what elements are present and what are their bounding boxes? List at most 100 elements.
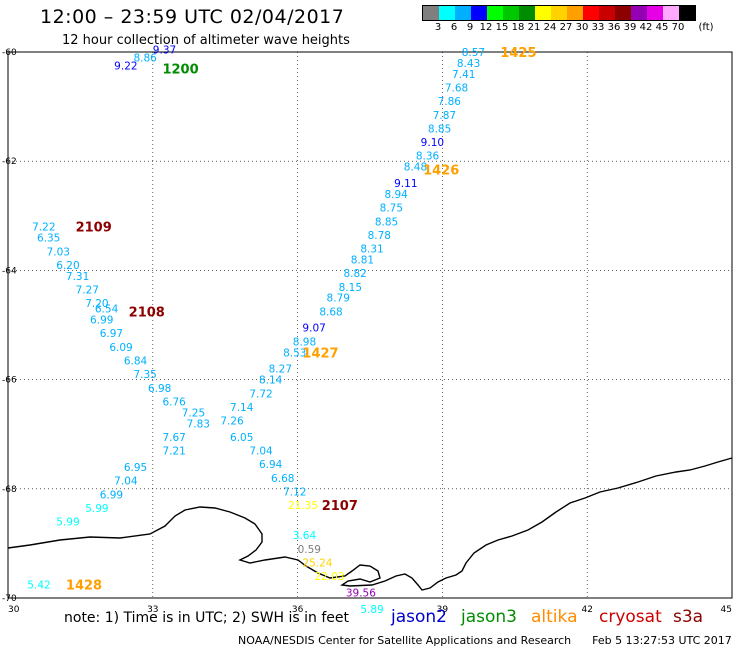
wave-height-value: 6.97: [100, 328, 123, 340]
wave-height-value: 7.26: [220, 416, 244, 428]
wave-height-value: 6.54: [95, 304, 119, 316]
credit-timestamp: Feb 5 13:27:53 UTC 2017: [592, 634, 732, 647]
color-swatch: [423, 6, 439, 20]
notes-bar: note: 1) Time is in UTC; 2) SWH is in fe…: [64, 607, 703, 627]
pass-time-label: 1428: [66, 578, 102, 593]
wave-height-value: 5.99: [56, 517, 79, 529]
wave-height-value: 5.99: [85, 503, 108, 515]
y-tick-label: -70: [2, 594, 17, 604]
color-swatch: [487, 6, 503, 20]
wave-height-value: 6.95: [124, 462, 147, 474]
wave-height-value: 5.42: [27, 579, 50, 591]
wave-height-value: 8.81: [351, 254, 374, 266]
wave-height-value: 8.94: [384, 189, 408, 201]
color-swatch: [663, 6, 679, 20]
wave-height-value: 7.03: [47, 246, 70, 258]
color-swatch: [439, 6, 455, 20]
credit-line: NOAA/NESDIS Center for Satellite Applica…: [238, 634, 732, 647]
wave-height-value: 7.72: [249, 388, 272, 400]
wave-height-value: 7.67: [162, 432, 185, 444]
color-swatch: [631, 6, 647, 20]
color-swatch: [503, 6, 519, 20]
wave-height-value: 8.79: [327, 293, 350, 305]
wave-height-value: 8.85: [428, 123, 451, 135]
wave-height-value: 22.03: [314, 571, 344, 583]
wave-height-value: 6.94: [259, 459, 283, 471]
wave-height-value: 6.76: [162, 396, 186, 408]
coastline-path: [7, 457, 733, 591]
wave-height-value: 7.21: [162, 446, 185, 458]
mission-altika: altika: [531, 607, 578, 627]
wave-height-value: 8.85: [375, 216, 398, 228]
color-scale-label: 3: [434, 22, 442, 33]
wave-height-value: 7.14: [230, 402, 254, 414]
wave-height-value: 7.68: [445, 82, 468, 94]
color-scale-label: 36: [607, 22, 621, 33]
wave-height-value: 7.41: [452, 69, 475, 81]
wave-height-value: 6.99: [90, 315, 113, 327]
satellite-pass-labels: 1425 1426 1427 1428 1200 2109 2108 2107: [66, 46, 537, 593]
x-tick-label: 36: [292, 605, 304, 615]
color-swatch: [615, 6, 631, 20]
color-swatch: [647, 6, 663, 20]
page-title: 12:00 – 23:59 UTC 02/04/2017: [40, 6, 345, 28]
pass-time-label: 1425: [500, 46, 536, 61]
color-scale-label: 33: [591, 22, 605, 33]
wave-height-value: 6.98: [148, 383, 171, 395]
x-tick-label: 42: [581, 605, 592, 615]
color-scale-label: 21: [527, 22, 541, 33]
wave-height-value: 8.53: [283, 347, 306, 359]
color-scale-bar: [422, 5, 696, 21]
wave-height-value: 7.35: [133, 369, 156, 381]
wave-height-value: 7.83: [187, 418, 210, 430]
color-scale-label: 24: [543, 22, 557, 33]
color-swatch: [599, 6, 615, 20]
antarctic-coastline: [7, 457, 733, 591]
color-swatch: [455, 6, 471, 20]
pass-time-label: 1200: [162, 62, 198, 77]
wave-height-value: 9.11: [394, 178, 417, 190]
color-swatch: [471, 6, 487, 20]
color-scale-label: 70: [671, 22, 685, 33]
mission-jason2: jason2: [391, 607, 447, 627]
wave-height-value: 9.22: [114, 61, 137, 73]
wave-height-value: 39.56: [346, 588, 376, 600]
wave-height-value: 8.48: [404, 162, 427, 174]
unit-label: (ft): [698, 22, 714, 33]
y-tick-label: -60: [2, 48, 17, 58]
wave-height-value: 7.04: [249, 446, 273, 458]
wave-height-value: 6.68: [271, 473, 294, 485]
wave-height-value: 3.64: [293, 530, 317, 542]
mission-cryosat: cryosat: [599, 607, 662, 627]
wave-height-value: 6.35: [37, 233, 60, 245]
wave-height-value: 8.31: [360, 244, 383, 256]
wave-height-observations: 8.578.437.417.687.867.878.859.108.368.48…: [27, 44, 485, 616]
color-scale-label: 42: [639, 22, 653, 33]
wave-height-value: 7.22: [32, 222, 55, 234]
wave-height-value: 7.31: [66, 271, 89, 283]
x-tick-label: 39: [437, 605, 449, 615]
notes-text: note: 1) Time is in UTC; 2) SWH is in fe…: [64, 610, 350, 626]
y-tick-label: -66: [2, 376, 17, 386]
color-swatch: [679, 6, 695, 20]
color-scale-label: 15: [495, 22, 509, 33]
wave-height-value: 6.05: [230, 432, 253, 444]
pass-time-label: 2107: [322, 499, 358, 514]
y-tick-label: -68: [2, 485, 17, 495]
wave-height-value: 8.68: [319, 306, 342, 318]
wave-height-value: 6.84: [124, 355, 148, 367]
wave-height-value: 8.36: [416, 151, 440, 163]
color-scale-label: 12: [479, 22, 493, 33]
x-tick-label: 45: [721, 605, 732, 615]
wave-height-value: 8.14: [259, 375, 283, 387]
x-tick-label: 30: [8, 605, 20, 615]
map-frame: [7, 51, 733, 599]
page-subtitle: 12 hour collection of altimeter wave hei…: [62, 33, 350, 48]
y-tick-label: -64: [2, 266, 17, 276]
wave-height-value: 6.09: [109, 342, 132, 354]
wave-height-value: 7.04: [114, 476, 138, 488]
wave-height-value: 8.82: [343, 268, 366, 280]
pass-time-label: 2109: [76, 221, 112, 236]
